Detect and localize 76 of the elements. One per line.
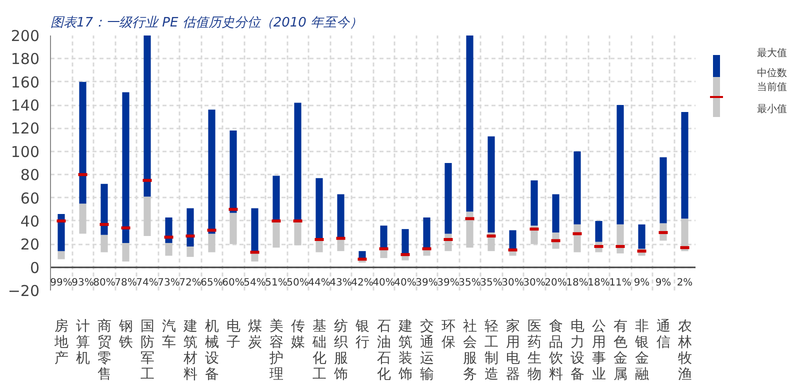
y-tick-label: 120 (10, 120, 40, 138)
x-tick-label: 通信 (656, 318, 670, 350)
x-tick-label: 家用电器 (506, 318, 520, 382)
annotation: 39% (437, 277, 460, 288)
x-tick-label: 医药生物 (527, 318, 542, 382)
annotation: 40% (372, 277, 395, 288)
x-tick-label: 农林牧渔 (676, 318, 692, 382)
annotation: 30% (523, 277, 546, 288)
x-tick-label: 非银金融 (634, 318, 649, 382)
x-tick-label: 电子 (226, 318, 240, 350)
x-tick-label: 交通运输 (420, 318, 434, 382)
annotation: 11% (609, 277, 632, 288)
text: 最大值 (757, 47, 787, 61)
x-tick-label: 建筑装饰 (397, 318, 412, 382)
annotation: 20% (544, 277, 567, 288)
x-tick-label: 传媒 (290, 318, 305, 350)
annotation: 51% (265, 277, 288, 288)
annotation: 43% (330, 277, 352, 288)
y-tick-label: 100 (10, 142, 40, 161)
annotation: 78% (114, 277, 137, 288)
x-tick-label: 有色金属 (613, 318, 628, 382)
y-tick-label: 0 (30, 258, 40, 277)
y-tick-label: 200 (10, 27, 40, 45)
annotation: 9% (655, 277, 672, 288)
x-tick-label: 石油石化 (376, 318, 391, 382)
annotation: 44% (308, 277, 330, 288)
x-tick-label: 美容护理 (268, 318, 284, 382)
x-tick-label: 汽车 (162, 318, 176, 350)
x-tick-label: 国防军工 (140, 318, 154, 382)
annotation: 2% (676, 277, 693, 288)
x-tick-label: 纺织服饰 (332, 318, 348, 382)
y-tick-label: 180 (10, 50, 40, 68)
text: 中位数 (757, 67, 787, 81)
annotation: 9% (634, 277, 650, 288)
annotation: 18% (588, 277, 610, 288)
x-tick-label: 轻工制造 (484, 318, 498, 382)
y-tick-label: 40 (20, 212, 40, 230)
annotation: 73% (158, 277, 180, 288)
x-tick-label: 机械设备 (204, 318, 219, 382)
x-tick-label: 计算机 (76, 318, 90, 366)
annotation: 93% (72, 277, 94, 288)
annotation: 60% (222, 277, 244, 288)
annotation: 35% (458, 277, 481, 288)
annotation: 80% (93, 277, 116, 288)
y-tick-label: 80 (20, 166, 40, 184)
x-tick-label: 基础化工 (311, 318, 326, 382)
annotation: 54% (244, 277, 266, 288)
x-tick-label: 钢铁 (118, 318, 133, 350)
annotation: 35% (480, 277, 502, 288)
annotation: 74% (136, 277, 158, 288)
annotation: 40% (394, 277, 416, 288)
y-tick-label: 20 (20, 236, 40, 254)
x-tick-label: 公用事业 (592, 318, 606, 382)
annotation: 39% (416, 277, 438, 288)
annotation: 72% (179, 277, 202, 288)
x-tick-label: 社会服务 (462, 318, 477, 382)
annotation: 65% (200, 277, 223, 288)
chart-title: 图表17：一级行业 PE 估值历史分位（2010 年至今） (50, 16, 363, 30)
annotation: 50% (286, 277, 309, 288)
text: 最小值 (757, 103, 787, 117)
y-tick-label: 60 (20, 189, 40, 208)
x-tick-label: 环保 (441, 318, 456, 350)
annotation: 42% (351, 277, 374, 288)
x-tick-label: 电力设备 (570, 318, 584, 382)
annotation: 18% (566, 277, 588, 288)
x-tick-label: 煤炭 (248, 318, 262, 350)
x-tick-label: 建筑材料 (182, 318, 198, 382)
x-tick-label: 商贸零售 (97, 318, 112, 382)
y-tick-label: −20 (8, 282, 40, 300)
y-tick-label: 160 (10, 73, 40, 92)
x-tick-label: 房地产 (53, 318, 68, 366)
text: 当前值 (757, 81, 787, 95)
annotation: 30% (502, 277, 524, 288)
y-tick-label: 140 (10, 96, 40, 115)
x-tick-label: 银行 (354, 318, 370, 350)
x-tick-label: 食品饮料 (548, 318, 563, 382)
